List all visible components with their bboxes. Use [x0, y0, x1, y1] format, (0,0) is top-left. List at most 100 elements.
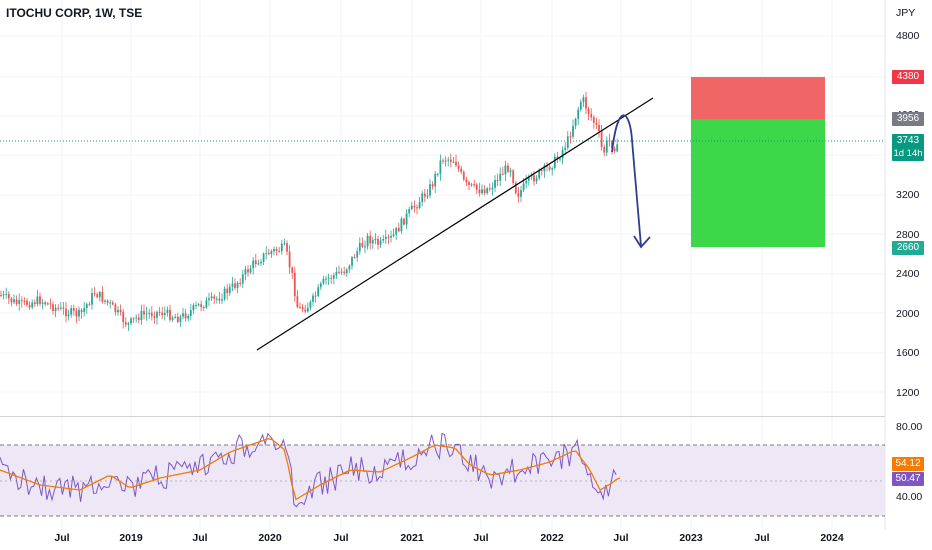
candle-body	[46, 303, 49, 305]
candle-body	[5, 293, 8, 295]
candle-body	[239, 282, 242, 284]
candle-body	[603, 147, 606, 153]
candle-body	[611, 141, 613, 149]
candle-body	[176, 316, 179, 322]
rsi-pane[interactable]	[0, 432, 885, 517]
candle-body	[270, 251, 273, 254]
candle-body	[231, 283, 234, 287]
candle-body	[137, 317, 140, 321]
candle-body	[522, 183, 525, 191]
stop-price-tag: 4380	[892, 70, 924, 84]
candle-body	[83, 308, 86, 312]
risk-reward-tool[interactable]	[691, 77, 825, 247]
rsi-value-tag: 50.47	[892, 472, 924, 486]
candle-body	[156, 311, 158, 318]
stop-loss-zone[interactable]	[691, 77, 825, 119]
rsi-ma-line	[0, 438, 621, 501]
candle-body	[587, 108, 590, 114]
pane-separator[interactable]	[0, 416, 885, 417]
rsi-ma-tag: 54.12	[892, 457, 924, 471]
candle-body	[205, 300, 208, 308]
candle-body	[418, 202, 421, 209]
candle-body	[462, 171, 465, 180]
candle-body	[132, 318, 135, 320]
candle-body	[260, 261, 262, 264]
candle-body	[171, 317, 174, 320]
candle-body	[527, 176, 530, 181]
candle-body	[26, 300, 28, 305]
candle-body	[241, 274, 244, 284]
candle-body	[228, 286, 231, 294]
candle-body	[52, 304, 54, 312]
candle-body	[70, 308, 73, 315]
candle-body	[533, 175, 535, 182]
candle-body	[556, 156, 559, 160]
candle-body	[520, 190, 522, 197]
candle-body	[577, 109, 580, 119]
candle-body	[75, 310, 78, 317]
candle-body	[278, 250, 281, 252]
candle-body	[254, 260, 257, 265]
candle-body	[33, 302, 36, 305]
rsi-tick: 80.00	[896, 421, 923, 433]
candle-body	[478, 189, 481, 194]
candle-body	[457, 165, 460, 169]
candle-body	[111, 302, 114, 305]
candle-body	[7, 293, 10, 299]
candle-body	[538, 170, 541, 179]
candle-body	[10, 298, 13, 303]
time-axis-label: 2024	[820, 532, 844, 544]
price-tick: 1600	[896, 347, 920, 359]
projection-arrow[interactable]	[611, 114, 642, 247]
candle-body	[306, 307, 309, 312]
candle-body	[397, 227, 400, 232]
candle-body	[62, 307, 65, 309]
candle-body	[473, 184, 476, 186]
candle-body	[223, 288, 226, 300]
candle-body	[452, 161, 455, 163]
take-profit-zone[interactable]	[691, 119, 825, 247]
candle-body	[283, 243, 286, 245]
candle-body	[447, 159, 450, 161]
candle-body	[88, 304, 91, 306]
candle-body	[325, 278, 327, 280]
candle-body	[358, 243, 361, 252]
candle-body	[460, 168, 463, 172]
candle-body	[364, 246, 366, 248]
candle-body	[169, 309, 171, 320]
candle-body	[252, 260, 255, 269]
candle-body	[442, 160, 444, 162]
candle-body	[564, 147, 567, 150]
candle-body	[356, 251, 359, 258]
candle-body	[543, 165, 546, 172]
candle-body	[481, 189, 483, 194]
candle-body	[148, 312, 151, 314]
candle-body	[130, 318, 132, 324]
candlestick-series[interactable]	[0, 91, 619, 332]
candle-body	[499, 173, 502, 181]
chart-title: ITOCHU CORP, 1W, TSE	[6, 6, 143, 20]
trend-line[interactable]	[256, 97, 654, 351]
candle-body	[598, 124, 600, 131]
candle-body	[143, 310, 145, 315]
candle-body	[174, 316, 177, 318]
candle-body	[426, 195, 429, 197]
candle-body	[421, 193, 424, 203]
candle-body	[559, 158, 561, 160]
candle-body	[574, 118, 577, 127]
candle-body	[20, 300, 23, 302]
candle-body	[197, 304, 200, 306]
candle-body	[65, 308, 67, 317]
candle-body	[67, 314, 70, 317]
candle-body	[319, 283, 322, 288]
candle-body	[592, 117, 595, 123]
candle-body	[312, 295, 314, 302]
candle-body	[15, 299, 18, 304]
time-axis-label: Jul	[54, 532, 70, 544]
candle-body	[296, 296, 299, 308]
candle-body	[236, 282, 239, 288]
candle-body	[434, 173, 437, 187]
candle-body	[96, 294, 99, 298]
candle-body	[150, 312, 153, 317]
